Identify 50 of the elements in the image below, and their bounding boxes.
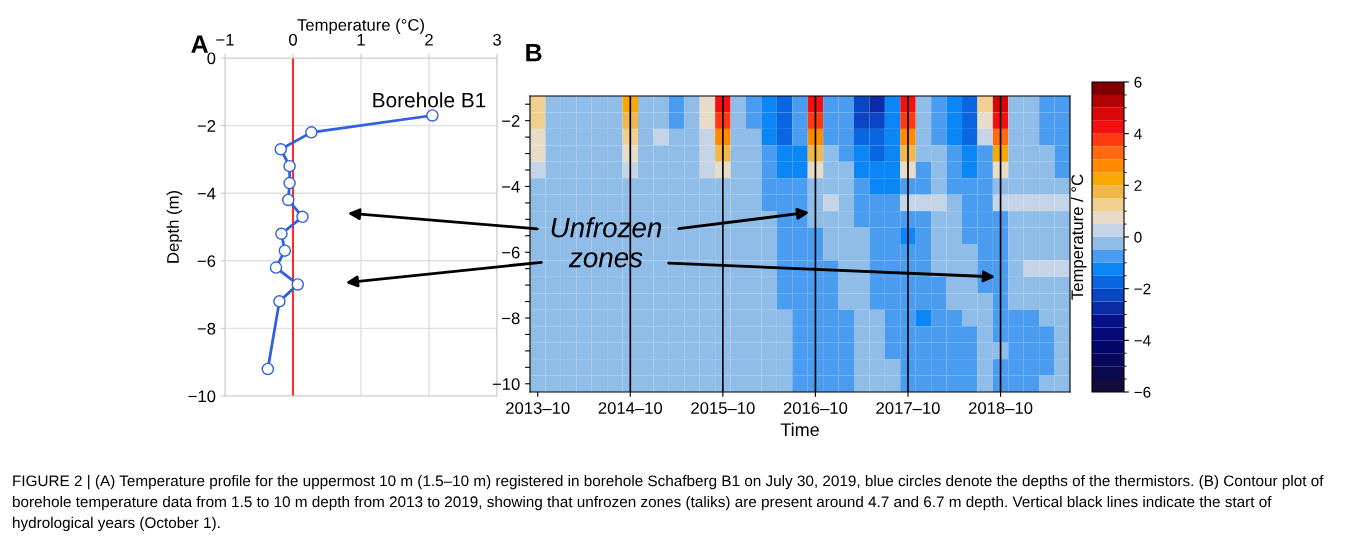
point — [273, 295, 286, 308]
x-tick-label: 2018–10 — [968, 402, 1033, 414]
color-bar-label: 0 — [1134, 231, 1142, 243]
point — [274, 143, 288, 156]
color-bar-label: −6 — [1134, 386, 1151, 398]
annotation: Borehole B1 — [373, 92, 486, 108]
point — [275, 227, 288, 241]
x-tick-label: 3 — [493, 33, 501, 46]
y-tick-label: 0 — [207, 52, 216, 65]
color-bar-label: −4 — [1134, 335, 1151, 346]
x-tick-label: 1 — [357, 34, 365, 46]
color-bar-title: Temperature / °C — [1070, 174, 1087, 300]
color-bar-label: −2 — [1134, 283, 1151, 295]
chart-title: B — [526, 44, 542, 62]
y-tick-label: −2 — [197, 120, 216, 132]
x-axis-title: Temperature (°C) — [297, 18, 424, 35]
point — [426, 109, 439, 122]
x-tick-label: 2013–10 — [506, 402, 570, 414]
point — [269, 261, 283, 274]
point — [281, 193, 295, 207]
y-tick-label: −6 — [197, 255, 216, 267]
x-axis-title: Time — [780, 422, 819, 437]
point — [305, 126, 318, 139]
y-axis-title: Depth (m) — [166, 190, 183, 263]
x-tick-label: 2015–10 — [691, 402, 755, 414]
color-bar-label: 4 — [1134, 128, 1142, 140]
x-tick-label: 2016–10 — [783, 402, 848, 414]
y-tick-label: −4 — [502, 181, 520, 193]
x-tick-label: −1 — [216, 34, 234, 46]
x-tick-label: 2014–10 — [598, 402, 663, 414]
color-bar-label: 6 — [1134, 76, 1142, 88]
x-tick-label: 2 — [425, 33, 433, 46]
y-tick-label: −6 — [502, 246, 520, 259]
caption: FIGURE 2 | (A) Temperature profile for the uppermost 10 m (1.5–10 m) registered in borehole Schafberg B1 on July 30, 2019, blue circles denote the depths of the thermistors. (B) Contour plot of borehole temperature data from 1.5 to 10 m depth from 2013 to 2019, showing that unfrozen zones (taliks) are present around 4.7 and 6.7 m depth. Vertical black lines indicate the start of hydrological years (October 1). — [12, 475, 1324, 532]
color-bar-label: 2 — [1134, 180, 1142, 191]
point — [261, 362, 275, 376]
y-tick-label: −8 — [197, 322, 216, 335]
point — [278, 244, 292, 257]
point — [296, 210, 309, 224]
point — [283, 159, 296, 173]
point — [291, 278, 305, 291]
y-tick-label: −8 — [502, 312, 520, 325]
point — [283, 176, 296, 190]
y-tick-label: −10 — [188, 390, 216, 403]
x-tick-label: 0 — [289, 33, 297, 46]
y-tick-label: −4 — [197, 187, 216, 200]
y-tick-label: −2 — [502, 115, 520, 127]
y-tick-label: −10 — [492, 378, 520, 390]
x-tick-label: 2017–10 — [876, 402, 940, 414]
chart-title: A — [191, 35, 209, 53]
